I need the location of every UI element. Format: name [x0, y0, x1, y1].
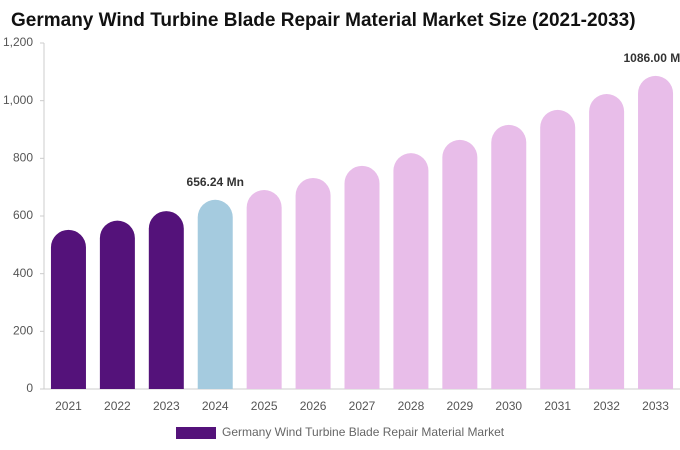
x-tick-label: 2026	[300, 399, 327, 413]
x-tick-label: 2028	[398, 399, 425, 413]
data-label: 1086.00 Mn	[624, 51, 680, 65]
chart-title: Germany Wind Turbine Blade Repair Materi…	[11, 10, 636, 31]
bar	[344, 165, 380, 389]
y-tick-label: 800	[13, 151, 33, 165]
bar	[540, 109, 576, 389]
y-tick-label: 0	[26, 381, 33, 395]
y-tick-label: 1,000	[3, 93, 33, 107]
y-tick-label: 400	[13, 266, 33, 280]
legend-swatch	[176, 427, 216, 439]
x-tick-label: 2027	[349, 399, 376, 413]
x-tick-label: 2023	[153, 399, 180, 413]
y-tick-label: 600	[13, 208, 33, 222]
bar	[589, 94, 625, 389]
bar	[638, 75, 674, 390]
bar	[491, 124, 527, 390]
bar	[99, 220, 135, 389]
legend-label: Germany Wind Turbine Blade Repair Materi…	[222, 425, 505, 439]
x-tick-label: 2029	[446, 399, 473, 413]
x-tick-label: 2025	[251, 399, 278, 413]
x-tick-label: 2033	[642, 399, 669, 413]
y-tick-label: 1,200	[3, 35, 33, 49]
bar	[295, 177, 331, 389]
x-tick-label: 2021	[55, 399, 82, 413]
x-tick-label: 2030	[495, 399, 522, 413]
x-tick-label: 2022	[104, 399, 131, 413]
x-tick-label: 2024	[202, 399, 229, 413]
bar	[393, 153, 429, 389]
bar	[197, 199, 233, 389]
y-tick-label: 200	[13, 324, 33, 338]
data-label: 656.24 Mn	[187, 175, 244, 189]
bar	[50, 229, 86, 389]
x-tick-label: 2031	[544, 399, 571, 413]
x-tick-label: 2032	[593, 399, 620, 413]
bar	[442, 139, 478, 389]
bar	[148, 211, 184, 389]
bar	[246, 190, 282, 389]
